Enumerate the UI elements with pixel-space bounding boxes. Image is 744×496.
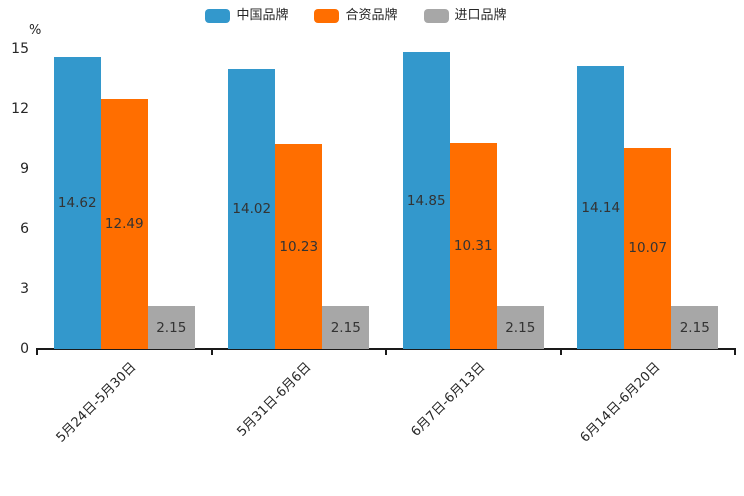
y-tick-label: 15 [11,41,29,57]
legend-label-joint-venture-brand: 合资品牌 [345,8,398,23]
bar-value-label: 12.49 [104,216,144,233]
bar-中国品牌-5月31日-6月6日: 14.02 [228,68,276,349]
bar-value-label: 2.15 [156,319,187,336]
legend-swatch-china-brand [205,9,231,23]
x-axis-tick [36,349,38,355]
y-tick-label: 0 [20,341,29,357]
bar-value-label: 2.15 [330,319,361,336]
bar-进口品牌-5月24日-5月30日: 2.15 [147,306,195,349]
bar-value-label: 14.62 [57,194,97,211]
bar-进口品牌-5月31日-6月6日: 2.15 [322,306,370,349]
bar-value-label: 2.15 [505,319,536,336]
y-tick-label: 3 [20,281,29,297]
bar-中国品牌-6月7日-6月13日: 14.85 [402,52,450,349]
y-tick-label: 12 [11,101,29,117]
bar-value-label: 10.07 [628,240,668,257]
bar-value-label: 14.02 [232,200,272,217]
y-tick-label: 6 [20,221,29,237]
y-tick-label: 9 [20,161,29,177]
bar-合资品牌-6月7日-6月13日: 10.31 [449,142,497,349]
x-axis-tick [559,349,562,355]
x-axis-tick [734,349,736,355]
y-axis-unit-label: % [29,23,42,38]
bar-合资品牌-6月14日-6月20日: 10.07 [624,147,672,349]
bar-进口品牌-6月14日-6月20日: 2.15 [671,306,719,349]
bar-合资品牌-5月31日-6月6日: 10.23 [275,144,323,349]
x-category-label: 5月24日-5月30日 [53,359,140,446]
legend-label-imported-brand: 进口品牌 [454,8,507,23]
bar-进口品牌-6月7日-6月13日: 2.15 [496,306,544,349]
x-axis-tick [210,349,213,355]
x-axis-tick [385,349,387,355]
bar-合资品牌-5月24日-5月30日: 12.49 [100,99,148,349]
bar-value-label: 10.31 [453,237,493,254]
bar-value-label: 10.23 [279,238,319,255]
bar-中国品牌-5月24日-5月30日: 14.62 [53,56,101,349]
x-category-label: 6月14日-6月20日 [577,359,664,446]
legend-label-china-brand: 中国品牌 [236,8,289,23]
legend-item-joint-venture-brand: 合资品牌 [314,8,398,24]
bar-value-label: 14.85 [406,192,446,209]
legend-item-imported-brand: 进口品牌 [423,8,507,24]
bar-value-label: 2.15 [679,319,710,336]
bar-中国品牌-6月14日-6月20日: 14.14 [577,66,625,349]
legend-swatch-imported-brand [423,9,449,23]
chart-legend: 中国品牌 合资品牌 进口品牌 [0,8,712,24]
bar-value-label: 14.14 [581,199,621,216]
legend-swatch-joint-venture-brand [314,9,340,23]
legend-item-china-brand: 中国品牌 [205,8,288,24]
x-category-label: 6月7日-6月13日 [408,359,489,440]
x-category-label: 5月31日-6月6日 [234,359,315,440]
